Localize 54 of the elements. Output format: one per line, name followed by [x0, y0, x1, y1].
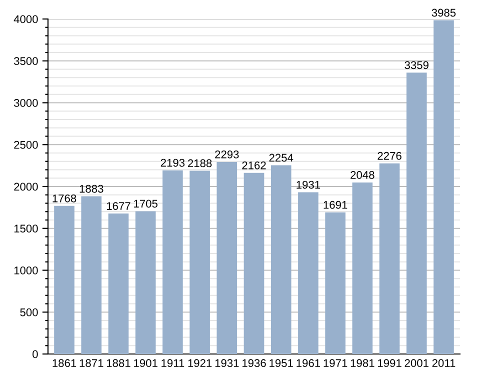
x-tick-label: 1951 [270, 359, 293, 368]
data-label: 2254 [269, 154, 294, 162]
data-label: 1768 [52, 194, 76, 202]
x-tick-label: 1921 [188, 359, 212, 368]
data-label: 3985 [432, 8, 456, 17]
data-label: 3359 [404, 61, 428, 70]
bar [379, 163, 400, 354]
bar [108, 214, 129, 354]
bar [270, 165, 292, 354]
y-tick-label: 1500 [14, 224, 38, 233]
x-tick-label: 2001 [404, 359, 428, 368]
y-tick-label: 3500 [14, 57, 38, 66]
x-tick-label: 1991 [378, 359, 402, 368]
x-tick-label: 1901 [134, 359, 158, 368]
y-tick-label: 3000 [14, 99, 38, 107]
x-tick-label: 1861 [52, 359, 76, 368]
y-tick-label: 2000 [14, 182, 38, 191]
data-label: 1883 [80, 184, 104, 193]
data-label: 1705 [134, 200, 158, 208]
data-label: 2188 [188, 159, 212, 168]
bar [54, 206, 74, 354]
x-tick-label: 1871 [80, 359, 104, 368]
data-label: 1931 [296, 180, 320, 189]
x-tick-label: 1936 [242, 359, 266, 368]
y-tick-label: 0 [32, 350, 38, 358]
y-tick-label: 4000 [14, 15, 38, 24]
bar [406, 72, 427, 354]
bar [244, 172, 264, 354]
data-label: 2193 [160, 158, 185, 167]
data-label: 1677 [106, 202, 130, 210]
y-tick-label: 500 [20, 308, 38, 316]
bar [190, 170, 210, 354]
x-tick-label: 1911 [162, 359, 184, 368]
data-label: 2048 [350, 171, 374, 179]
bar [434, 20, 454, 354]
x-tick-label: 1881 [106, 359, 130, 368]
bar [135, 211, 156, 354]
x-tick-label: 1961 [296, 359, 320, 368]
y-tick-label: 1000 [14, 266, 38, 274]
data-label: 2293 [215, 150, 239, 158]
x-tick-label: 1931 [215, 359, 239, 368]
data-label: 2162 [242, 161, 266, 170]
x-tick-label: 1981 [350, 359, 374, 368]
bar [162, 170, 183, 354]
x-tick-label: 1971 [324, 359, 348, 368]
bar [81, 196, 102, 354]
bar [352, 182, 373, 354]
bar [325, 212, 346, 354]
data-label: 1691 [324, 200, 348, 209]
x-tick-label: 2011 [432, 359, 456, 368]
data-label: 2276 [378, 152, 402, 160]
bar [216, 162, 238, 354]
y-tick-label: 2500 [14, 140, 38, 149]
bar [298, 192, 318, 354]
